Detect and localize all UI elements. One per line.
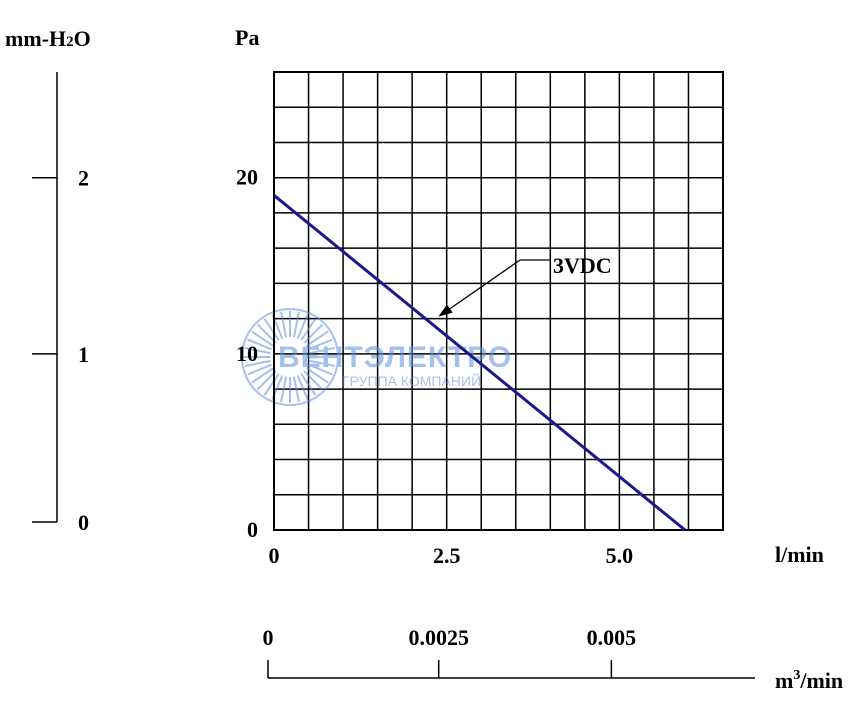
m3min-tick-label: 0 bbox=[263, 625, 274, 650]
watermark-ray bbox=[306, 330, 329, 347]
x-tick-label: 0 bbox=[269, 543, 280, 568]
watermark-ray bbox=[256, 323, 277, 344]
annotation-leader-line bbox=[443, 259, 521, 314]
watermark-ray bbox=[300, 318, 317, 341]
plot-frame bbox=[273, 71, 724, 531]
mmh2o-axis-ticks: 0 1 2 bbox=[32, 166, 89, 535]
chart-grid bbox=[274, 72, 723, 530]
y-tick-label: 10 bbox=[236, 341, 258, 366]
m3min-tick-label: 0.0025 bbox=[408, 625, 469, 650]
x-tick-label: 5.0 bbox=[606, 543, 634, 568]
mmh2o-tick-label: 1 bbox=[78, 342, 89, 367]
m3min-axis-ticks: 0 0.0025 0.005 bbox=[263, 625, 637, 678]
watermark-ray bbox=[296, 314, 309, 339]
watermark-text: ВЕНТЭЛЕКТРО bbox=[278, 341, 512, 374]
m3min-tick-label: 0.005 bbox=[587, 625, 637, 650]
watermark-subtext: ГРУППА КОМПАНИЙ bbox=[342, 372, 481, 389]
y-tick-label: 0 bbox=[247, 517, 258, 542]
watermark-ray bbox=[280, 311, 288, 338]
watermark-ray bbox=[256, 370, 277, 391]
x-tick-label: 2.5 bbox=[433, 543, 461, 568]
watermark-ray bbox=[251, 330, 274, 347]
mmh2o-axis: mm-H2O 0 1 2 bbox=[5, 26, 91, 535]
watermark-ray bbox=[300, 373, 317, 396]
x-axis-tick-labels: 0 2.5 5.0 bbox=[269, 543, 634, 568]
watermark-ray bbox=[303, 323, 324, 344]
annotation-label: 3VDC bbox=[553, 253, 612, 278]
mmh2o-tick-label: 2 bbox=[78, 166, 89, 191]
watermark-ray bbox=[309, 359, 336, 367]
y-axis-tick-labels: 0 10 20 bbox=[236, 165, 258, 542]
watermark-ray bbox=[247, 338, 272, 351]
watermark-ray bbox=[306, 367, 329, 384]
watermark-ray bbox=[292, 311, 300, 338]
series-line-3vdc bbox=[273, 194, 686, 532]
watermark-ray bbox=[308, 338, 333, 351]
watermark-ray bbox=[292, 376, 300, 403]
annotation-3vdc: 3VDC bbox=[438, 253, 612, 317]
watermark-ray bbox=[244, 347, 271, 355]
m3min-axis-label: m3/min bbox=[775, 668, 843, 693]
watermark-ray bbox=[263, 373, 280, 396]
m3min-axis: 0 0.0025 0.005 m3/min bbox=[263, 625, 844, 693]
watermark-ray bbox=[308, 363, 333, 376]
watermark-ray bbox=[244, 359, 271, 367]
watermark-ray bbox=[263, 318, 280, 341]
annotation-arrowhead bbox=[438, 304, 453, 317]
y-tick-label: 20 bbox=[236, 165, 258, 190]
watermark-ray bbox=[280, 376, 288, 403]
x-axis-label-lmin: l/min bbox=[775, 542, 824, 567]
watermark-ray bbox=[309, 347, 336, 355]
mmh2o-axis-label: mm-H2O bbox=[5, 26, 91, 51]
watermark-ray bbox=[303, 370, 324, 391]
watermark-ray bbox=[247, 363, 272, 376]
watermark-ray bbox=[251, 367, 274, 384]
mmh2o-tick-label: 0 bbox=[78, 510, 89, 535]
y-axis-label-pa: Pa bbox=[235, 25, 259, 50]
watermark-ray bbox=[296, 375, 309, 400]
